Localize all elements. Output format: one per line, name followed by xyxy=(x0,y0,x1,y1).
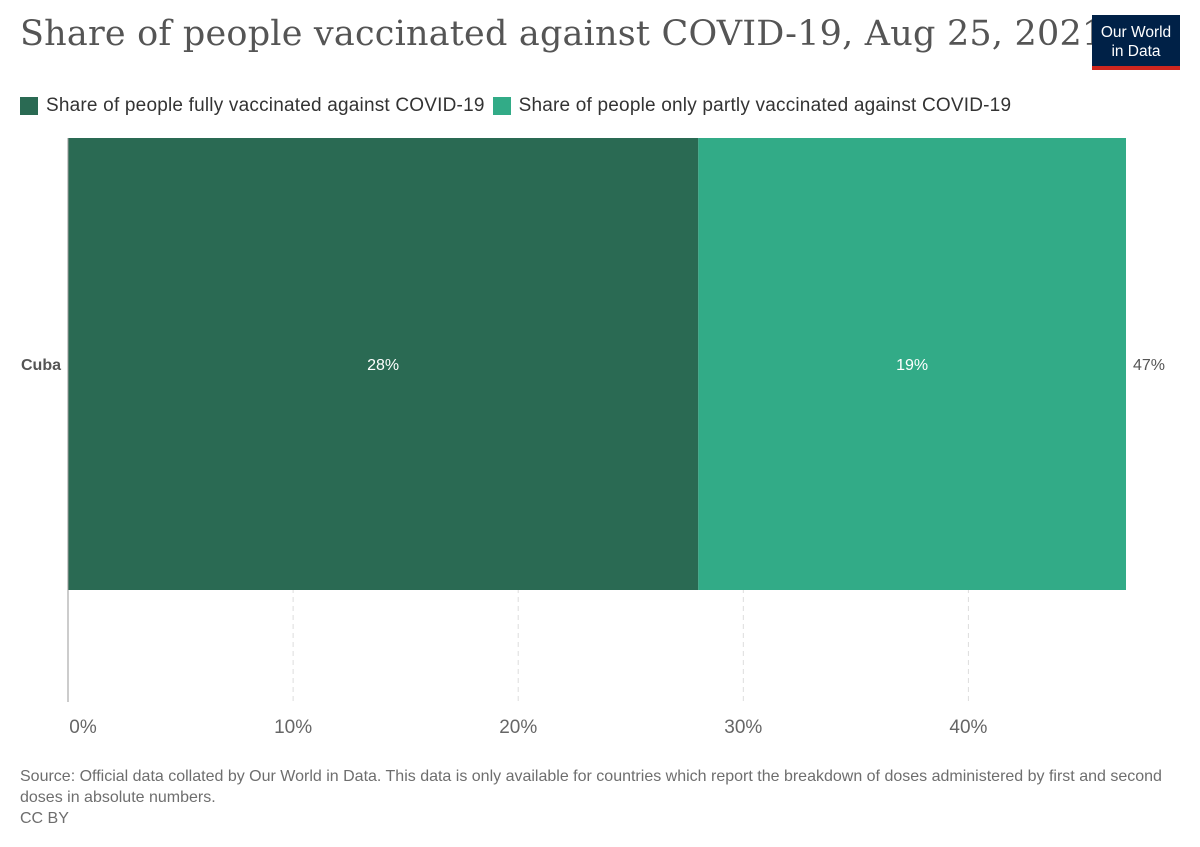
x-tick-label-30: 30% xyxy=(724,717,762,738)
legend: Share of people fully vaccinated against… xyxy=(20,94,1019,118)
logo-line-1: Our World xyxy=(1100,24,1172,41)
license-note: CC BY xyxy=(20,810,69,827)
legend-label-partly: Share of people only partly vaccinated a… xyxy=(518,95,1012,116)
logo-line-2: in Data xyxy=(1111,43,1161,60)
legend-swatch-fully xyxy=(20,97,38,115)
x-tick-label-20: 20% xyxy=(499,717,537,738)
footer: Source: Official data collated by Our Wo… xyxy=(20,766,1180,829)
category-label-cuba: Cuba xyxy=(21,357,61,374)
owid-logo[interactable]: Our World in Data xyxy=(1092,15,1180,70)
data-label-cuba-series-1: 19% xyxy=(896,357,928,374)
bar-cuba-series-1 xyxy=(698,138,1126,590)
data-label-cuba-series-0: 28% xyxy=(367,357,399,374)
x-tick-label-10: 10% xyxy=(274,717,312,738)
total-label-cuba: 47% xyxy=(1133,357,1165,374)
chart-title: Share of people vaccinated against COVID… xyxy=(20,14,1105,54)
x-tick-label-0: 0% xyxy=(69,717,97,738)
legend-item-partly[interactable]: Share of people only partly vaccinated a… xyxy=(492,95,1012,117)
bar-cuba-series-0 xyxy=(68,138,699,590)
x-tick-label-40: 40% xyxy=(949,717,987,738)
legend-label-fully: Share of people fully vaccinated against… xyxy=(46,95,485,116)
legend-item-fully[interactable]: Share of people fully vaccinated against… xyxy=(20,95,485,117)
legend-swatch-partly xyxy=(492,97,511,115)
source-note: Source: Official data collated by Our Wo… xyxy=(20,768,1162,806)
